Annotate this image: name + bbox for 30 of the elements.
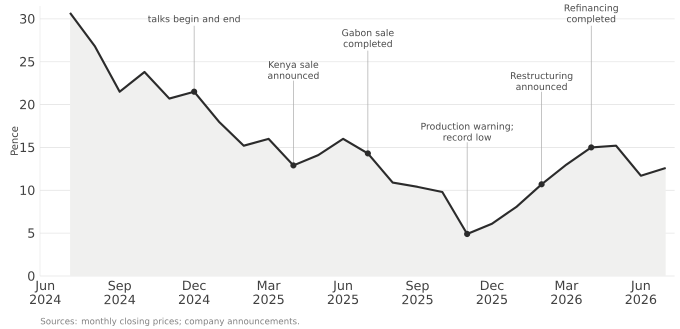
x-tick-label: Jun 2024 (30, 280, 61, 304)
annotation: Production warning; record low (421, 122, 513, 141)
point (588, 144, 594, 150)
y-tick-label: 25 (20, 56, 34, 67)
x-tick-label: Mar 2026 (551, 280, 582, 304)
annotation: Restructuring announced (510, 72, 572, 90)
point (364, 150, 371, 156)
x-tick-label: Sep 2025 (402, 280, 433, 304)
x-tick-label: Jun 2026 (626, 280, 656, 304)
x-tick-label: Sep 2024 (104, 280, 136, 304)
point (464, 230, 470, 238)
x-tick-label: Jun 2025 (328, 280, 358, 304)
annotation: Refinancing completed (564, 4, 618, 24)
x-tick-label: Dec 2024 (178, 280, 210, 304)
source-note: Sources: monthly closing prices; company announcements. (40, 318, 299, 326)
y-tick-label: 20 (20, 100, 34, 110)
annotation: talks begin and end (148, 15, 240, 24)
y-tick-label: 15 (20, 142, 34, 152)
annotation: Gabon sale completed (342, 29, 394, 49)
x-tick-label: Mar 2025 (253, 280, 284, 304)
y-tick-label: 5 (28, 228, 34, 238)
point (191, 88, 198, 95)
annotation: Kenya sale announced (268, 60, 319, 79)
point (290, 162, 296, 168)
y-tick-label: 10 (20, 185, 34, 196)
point (538, 181, 545, 188)
y-axis-title: Pence (10, 126, 18, 155)
y-tick-label: 0 (28, 271, 34, 281)
x-tick-label: Dec 2025 (476, 280, 507, 304)
y-tick-label: 30 (20, 14, 34, 24)
